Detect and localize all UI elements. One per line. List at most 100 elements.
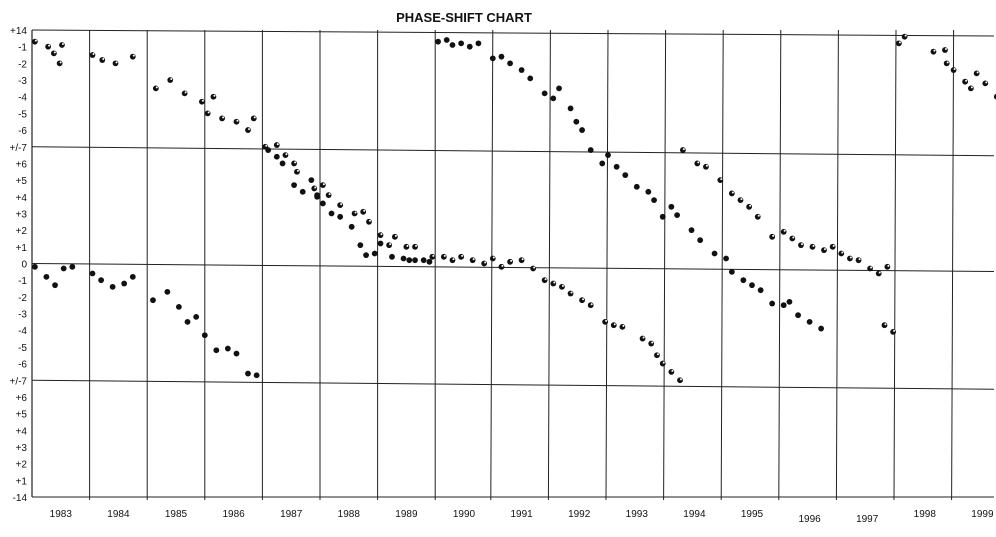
data-point (279, 160, 286, 167)
data-point (651, 197, 657, 204)
data-point-highlight (406, 244, 409, 247)
data-point (449, 42, 456, 48)
data-point (245, 127, 251, 133)
y-tick-label: +1 (16, 476, 28, 487)
data-point-highlight (884, 323, 887, 326)
data-point-highlight (656, 353, 659, 356)
y-tick-label: +1 (16, 243, 28, 254)
data-point-highlight (662, 361, 665, 364)
data-point (253, 372, 260, 379)
data-point (308, 177, 315, 184)
data-point-highlight (749, 204, 752, 207)
data-point (821, 247, 827, 254)
data-point-highlight (824, 248, 826, 251)
data-point (498, 263, 505, 270)
data-point (129, 273, 136, 280)
data-point (723, 255, 729, 262)
data-point (429, 253, 436, 260)
vertical-grid-line (490, 29, 494, 501)
data-point (993, 93, 996, 100)
data-point (152, 85, 159, 92)
y-tick-label: +/-7 (9, 143, 27, 154)
data-point (210, 93, 217, 100)
data-point-highlight (985, 81, 988, 84)
vertical-grid-line (547, 29, 551, 501)
data-point (518, 257, 525, 264)
top-border-line (31, 29, 995, 37)
data-point (967, 85, 974, 92)
data-point-highlight (380, 233, 383, 236)
data-point (219, 115, 225, 122)
data-point-highlight (970, 86, 973, 89)
data-point (357, 242, 364, 249)
data-point-highlight (953, 68, 956, 71)
data-point (789, 235, 796, 242)
data-point-highlight (946, 61, 949, 64)
data-point (688, 227, 695, 234)
data-point-highlight (368, 219, 371, 222)
y-tick-label: +6 (16, 393, 28, 404)
data-point (769, 300, 776, 307)
data-point-highlight (222, 116, 225, 119)
data-point-highlight (544, 278, 547, 281)
data-point (52, 282, 58, 289)
data-point (50, 50, 57, 57)
data-point (129, 53, 136, 60)
data-point (265, 147, 272, 153)
data-point (412, 257, 418, 264)
chart-title: PHASE-SHIFT CHART (396, 10, 532, 25)
data-point (363, 252, 369, 259)
data-point-highlight (671, 369, 674, 372)
data-point (838, 250, 845, 257)
data-point (224, 345, 231, 352)
data-point-highlight (314, 186, 317, 189)
data-point (599, 160, 606, 167)
data-point (507, 258, 513, 265)
data-point (59, 42, 65, 48)
data-point (610, 322, 617, 329)
y-tick-label: 0 (21, 260, 27, 271)
x-tick-label: 1990 (453, 509, 476, 520)
data-point-highlight (340, 203, 343, 206)
y-tick-label: -3 (18, 310, 27, 321)
data-point (550, 95, 557, 102)
y-tick-label: +5 (16, 410, 28, 421)
data-point (645, 188, 652, 195)
data-point (184, 318, 191, 325)
data-point (507, 60, 513, 67)
data-point (440, 253, 447, 260)
data-point (867, 265, 873, 272)
data-point-highlight (858, 258, 861, 261)
data-point-highlight (622, 324, 625, 327)
data-point-highlight (34, 39, 37, 42)
data-point (668, 369, 675, 375)
data-point-highlight (132, 54, 135, 57)
data-point (619, 323, 626, 330)
y-tick-label: +4 (16, 426, 28, 437)
data-point-highlight (461, 254, 464, 257)
data-point (99, 57, 106, 63)
data-point-highlight (452, 258, 455, 261)
data-point (855, 257, 862, 264)
data-point-highlight (878, 271, 881, 274)
data-point-highlight (772, 234, 775, 237)
data-point-highlight (61, 43, 64, 46)
y-tick-label: -6 (18, 126, 27, 137)
data-point (884, 263, 891, 270)
data-point (749, 282, 755, 289)
y-tick-label: +/-7 (9, 376, 27, 387)
data-point (314, 192, 321, 199)
data-point (175, 303, 182, 310)
data-point-highlight (472, 258, 475, 261)
data-point-highlight (213, 94, 216, 97)
data-point (694, 160, 701, 167)
data-point-highlight (59, 61, 62, 64)
data-point-highlight (48, 44, 51, 47)
data-point (250, 115, 257, 122)
data-point (757, 287, 764, 294)
data-point (550, 280, 557, 287)
data-point-highlight (155, 86, 158, 89)
data-point-highlight (893, 329, 896, 332)
data-point (199, 98, 205, 105)
data-point (98, 277, 105, 284)
